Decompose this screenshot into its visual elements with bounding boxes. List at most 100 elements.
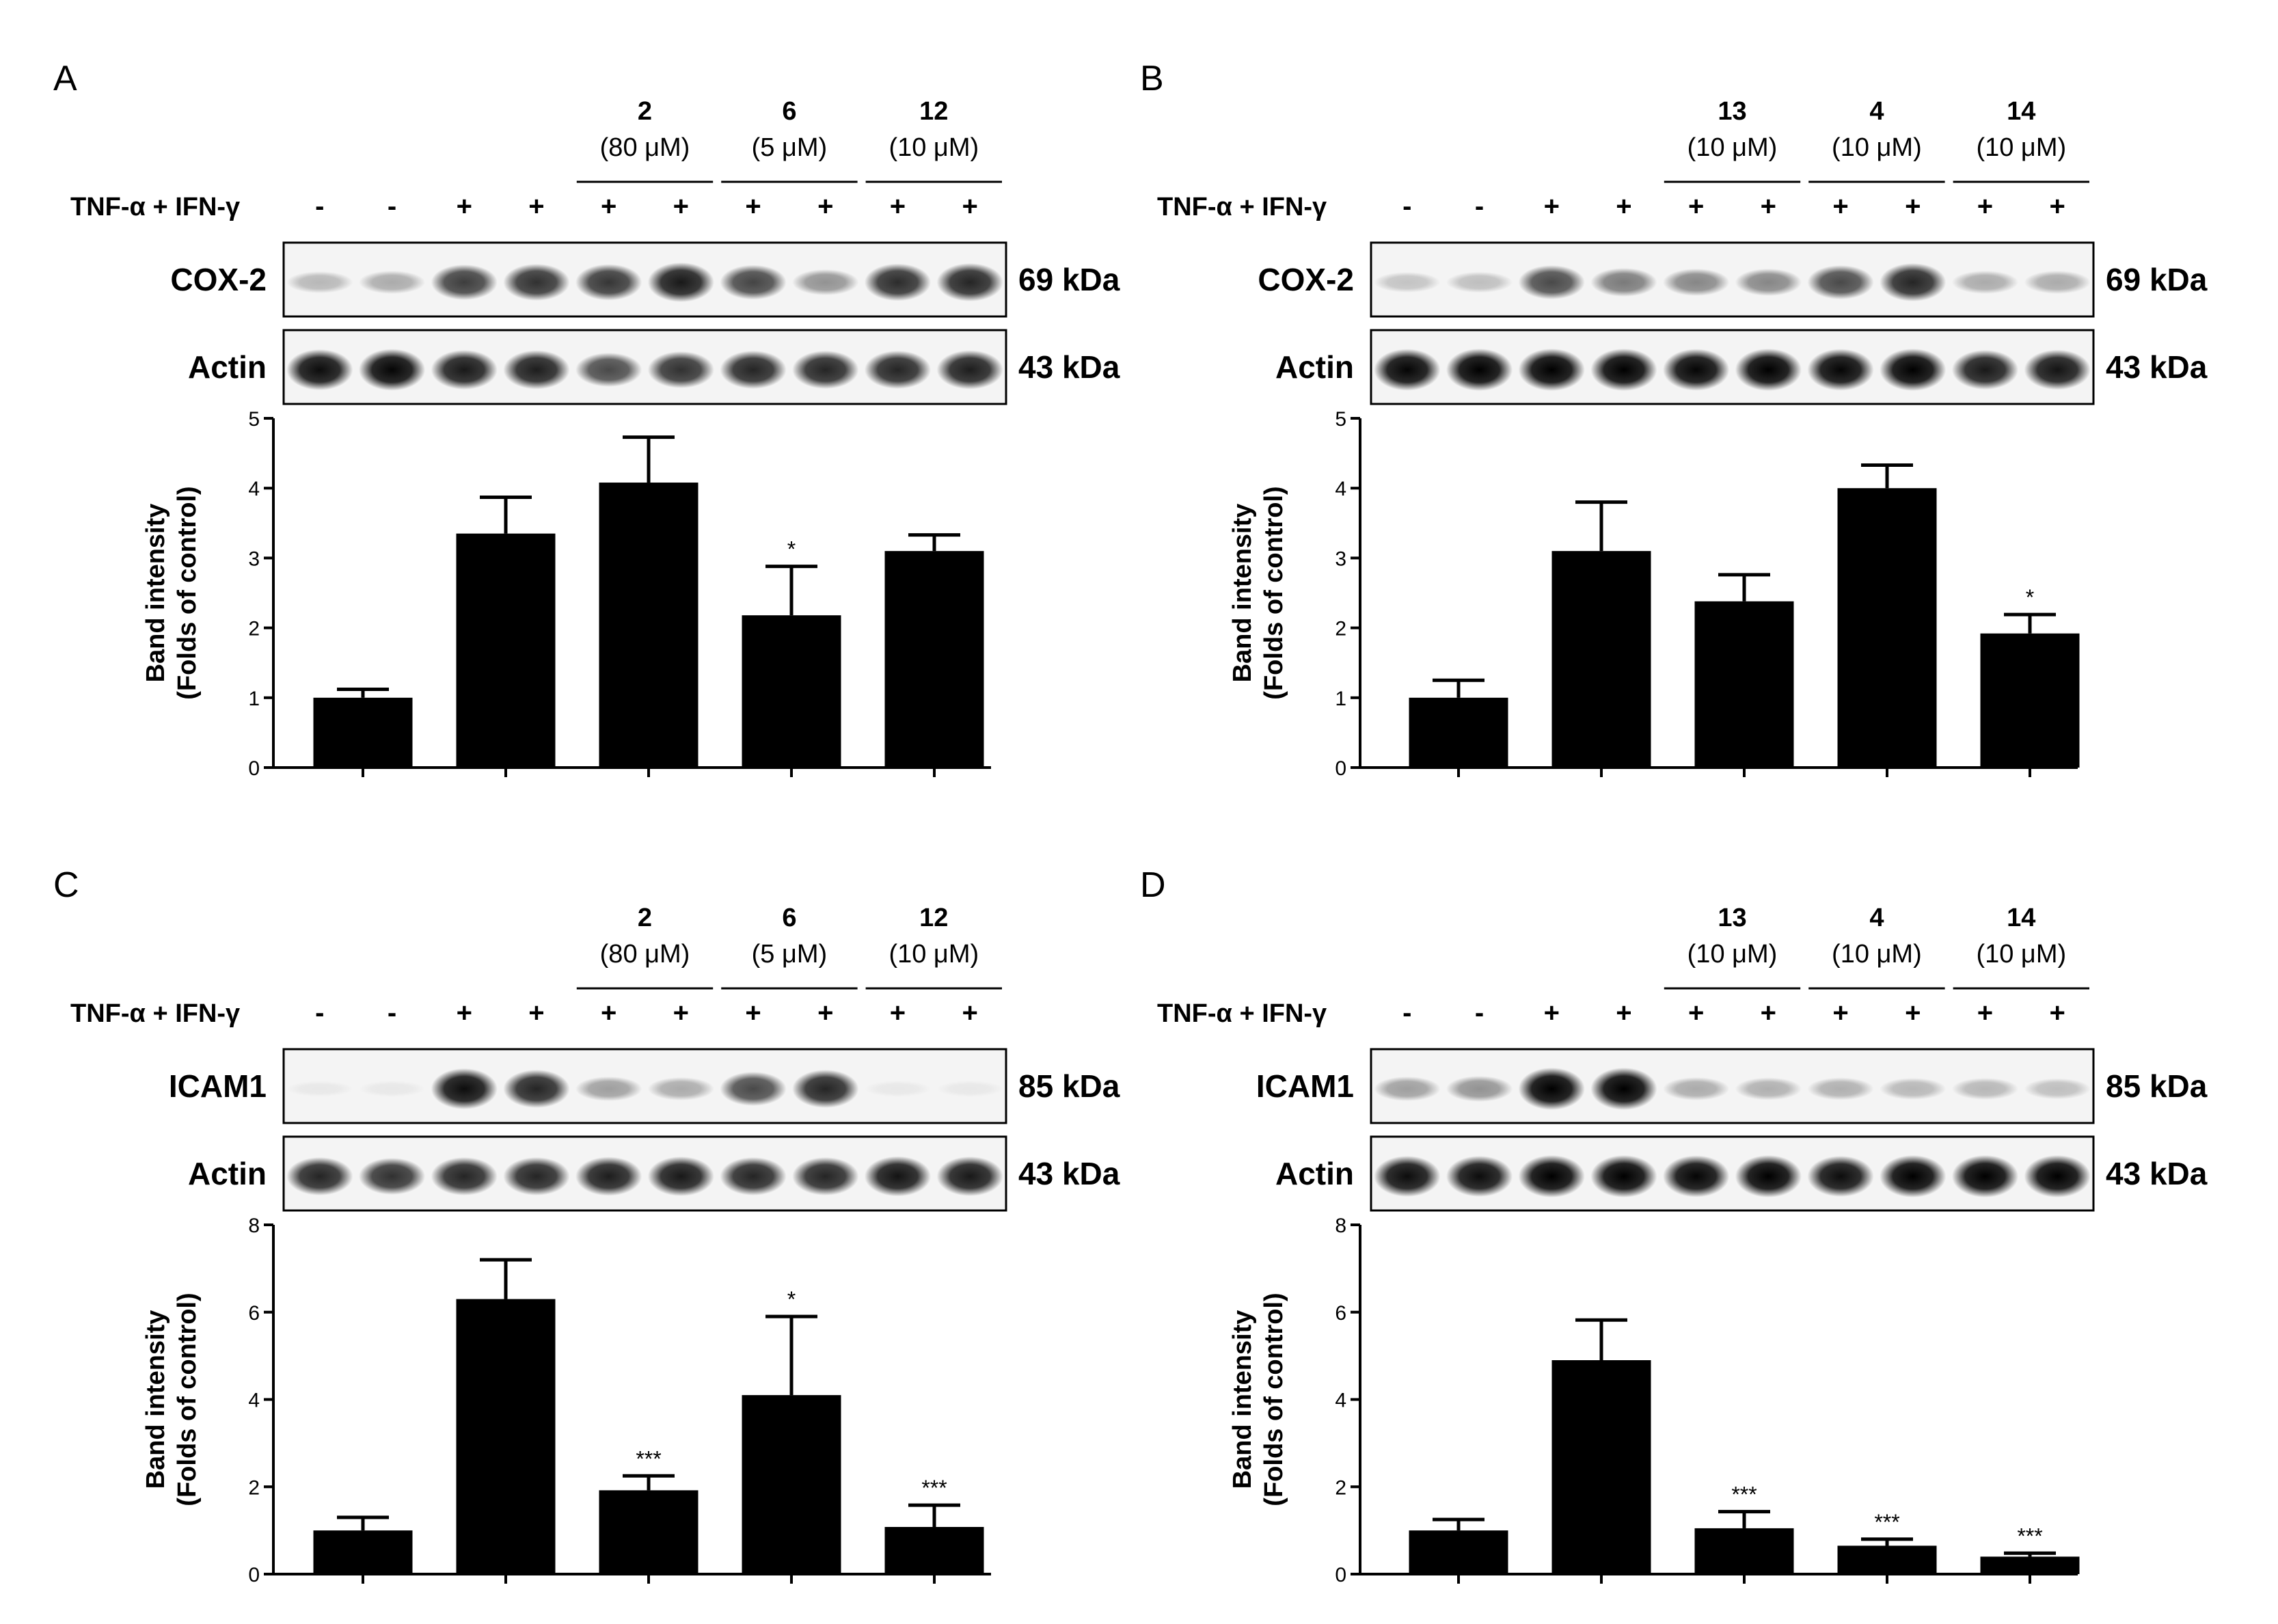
blot-band: [286, 271, 353, 293]
bar: [1551, 551, 1651, 768]
y-tick-label: 4: [248, 478, 260, 500]
lane-sign: +: [1905, 998, 1921, 1028]
lane-sign: +: [528, 998, 544, 1028]
blot-label: ICAM1: [169, 1068, 267, 1104]
treatment-label: TNF-α + IFN-γ: [70, 193, 240, 221]
lane-sign: +: [457, 998, 472, 1028]
blot-band: [792, 1070, 859, 1108]
blot-band: [1951, 350, 2019, 390]
compound-name: 2: [638, 904, 652, 932]
blot-band: [720, 351, 787, 389]
y-tick-label: 4: [1335, 1390, 1346, 1412]
compound-concentration: (5 μM): [752, 940, 828, 969]
blot-band: [503, 1070, 570, 1108]
blot-band: [575, 1077, 642, 1101]
y-axis-title-line1: Band intensity: [1228, 504, 1257, 683]
y-axis-title: Band intensity (Folds of control): [141, 1293, 202, 1506]
y-tick-label: 5: [248, 408, 260, 431]
lane-sign: +: [601, 191, 616, 221]
lane-sign: -: [388, 191, 396, 221]
panel-c: C 2 (80 μM) 6 (5 μM) 12 (10 μM) TNF-α + IFN-γ - -…: [53, 865, 1120, 1212]
blot-band: [1735, 269, 1802, 296]
blot-band: [431, 1157, 498, 1195]
y-tick-label: 2: [1335, 1476, 1346, 1499]
blot-band: [720, 1157, 787, 1195]
bar-chart-d: 0 2 4 6 8 Band intensity (Folds of control) ***…: [1228, 1215, 2080, 1586]
lane-sign: +: [2049, 191, 2065, 221]
y-axis-title-line1: Band intensity: [141, 504, 170, 683]
blot-band: [1880, 349, 1947, 391]
compound-concentration: (80 μM): [600, 940, 690, 969]
blot-label: COX-2: [1258, 262, 1354, 297]
y-tick-label: 0: [248, 1564, 260, 1586]
blot-band: [1374, 1077, 1441, 1101]
lane-sign: +: [1688, 998, 1704, 1028]
blot-band: [792, 269, 859, 295]
y-tick-label: 6: [1335, 1302, 1346, 1325]
lane-sign: +: [962, 998, 977, 1028]
blot-band: [2024, 1078, 2091, 1100]
bar: [456, 533, 556, 768]
bar: [1551, 1360, 1651, 1574]
y-tick-label: 4: [1335, 478, 1346, 500]
blot-band: [1735, 1077, 1802, 1100]
panel-letter: C: [53, 865, 79, 905]
compound-concentration: (10 μM): [1687, 940, 1778, 969]
bar: [1694, 601, 1794, 768]
lane-sign: +: [1616, 998, 1631, 1028]
compound-name: 4: [1869, 97, 1884, 126]
blot-band: [1518, 349, 1585, 391]
y-tick-label: 2: [1335, 618, 1346, 640]
blot-band: [503, 264, 570, 301]
blot-size: 43 kDa: [2106, 1156, 2208, 1191]
lane-sign: +: [1544, 191, 1560, 221]
y-tick-label: 0: [1335, 757, 1346, 780]
lane-sign: +: [1616, 191, 1631, 221]
blot-size: 43 kDa: [2106, 349, 2208, 385]
blot-band: [1663, 269, 1730, 296]
significance-mark: *: [2026, 585, 2034, 610]
blot-band: [1880, 263, 1947, 301]
significance-mark: *: [787, 537, 796, 562]
blot-label: ICAM1: [1256, 1068, 1354, 1104]
y-axis-title: Band intensity (Folds of control): [141, 486, 202, 699]
blot-size: 43 kDa: [1018, 349, 1120, 385]
blot-band: [720, 1072, 787, 1106]
bar: [456, 1299, 556, 1574]
y-tick-label: 3: [1335, 547, 1346, 570]
blot-band: [2024, 349, 2091, 390]
blot-band: [936, 1156, 1003, 1196]
panel-letter: D: [1140, 865, 1166, 905]
blot-band: [936, 350, 1003, 390]
compound-concentration: (10 μM): [1687, 133, 1778, 162]
blot-band: [936, 263, 1003, 301]
blot-band: [431, 265, 498, 300]
bar: [742, 615, 841, 768]
blot-label: Actin: [1275, 1156, 1354, 1191]
blot-band: [503, 1157, 570, 1195]
blot-size: 43 kDa: [1018, 1156, 1120, 1191]
lane-sign: -: [1475, 998, 1484, 1028]
lane-sign: +: [673, 998, 689, 1028]
blot-band: [431, 350, 498, 390]
treatment-label: TNF-α + IFN-γ: [1157, 193, 1327, 221]
y-tick-label: 6: [248, 1302, 260, 1325]
blot-band: [358, 1081, 426, 1097]
blot-band: [1374, 349, 1441, 391]
compound-name: 6: [782, 97, 796, 126]
blot-band: [647, 262, 714, 302]
lane-sign: +: [1761, 191, 1776, 221]
blot-band: [1590, 1155, 1657, 1197]
blot-band: [2024, 271, 2091, 294]
panel-a: A 2 (80 μM) 6 (5 μM) 12 (10 μM) TNF-α + IFN-γ - -…: [53, 59, 1120, 405]
blot-band: [1663, 349, 1730, 391]
bar: [742, 1395, 841, 1574]
blot-band: [936, 1081, 1003, 1097]
blot-band: [1735, 1155, 1802, 1197]
compound-concentration: (5 μM): [752, 133, 828, 162]
y-tick-label: 5: [1335, 408, 1346, 431]
blot-band: [1807, 1156, 1874, 1197]
bar: [599, 1490, 699, 1574]
lane-sign: +: [890, 998, 906, 1028]
blot-band: [1446, 349, 1513, 391]
